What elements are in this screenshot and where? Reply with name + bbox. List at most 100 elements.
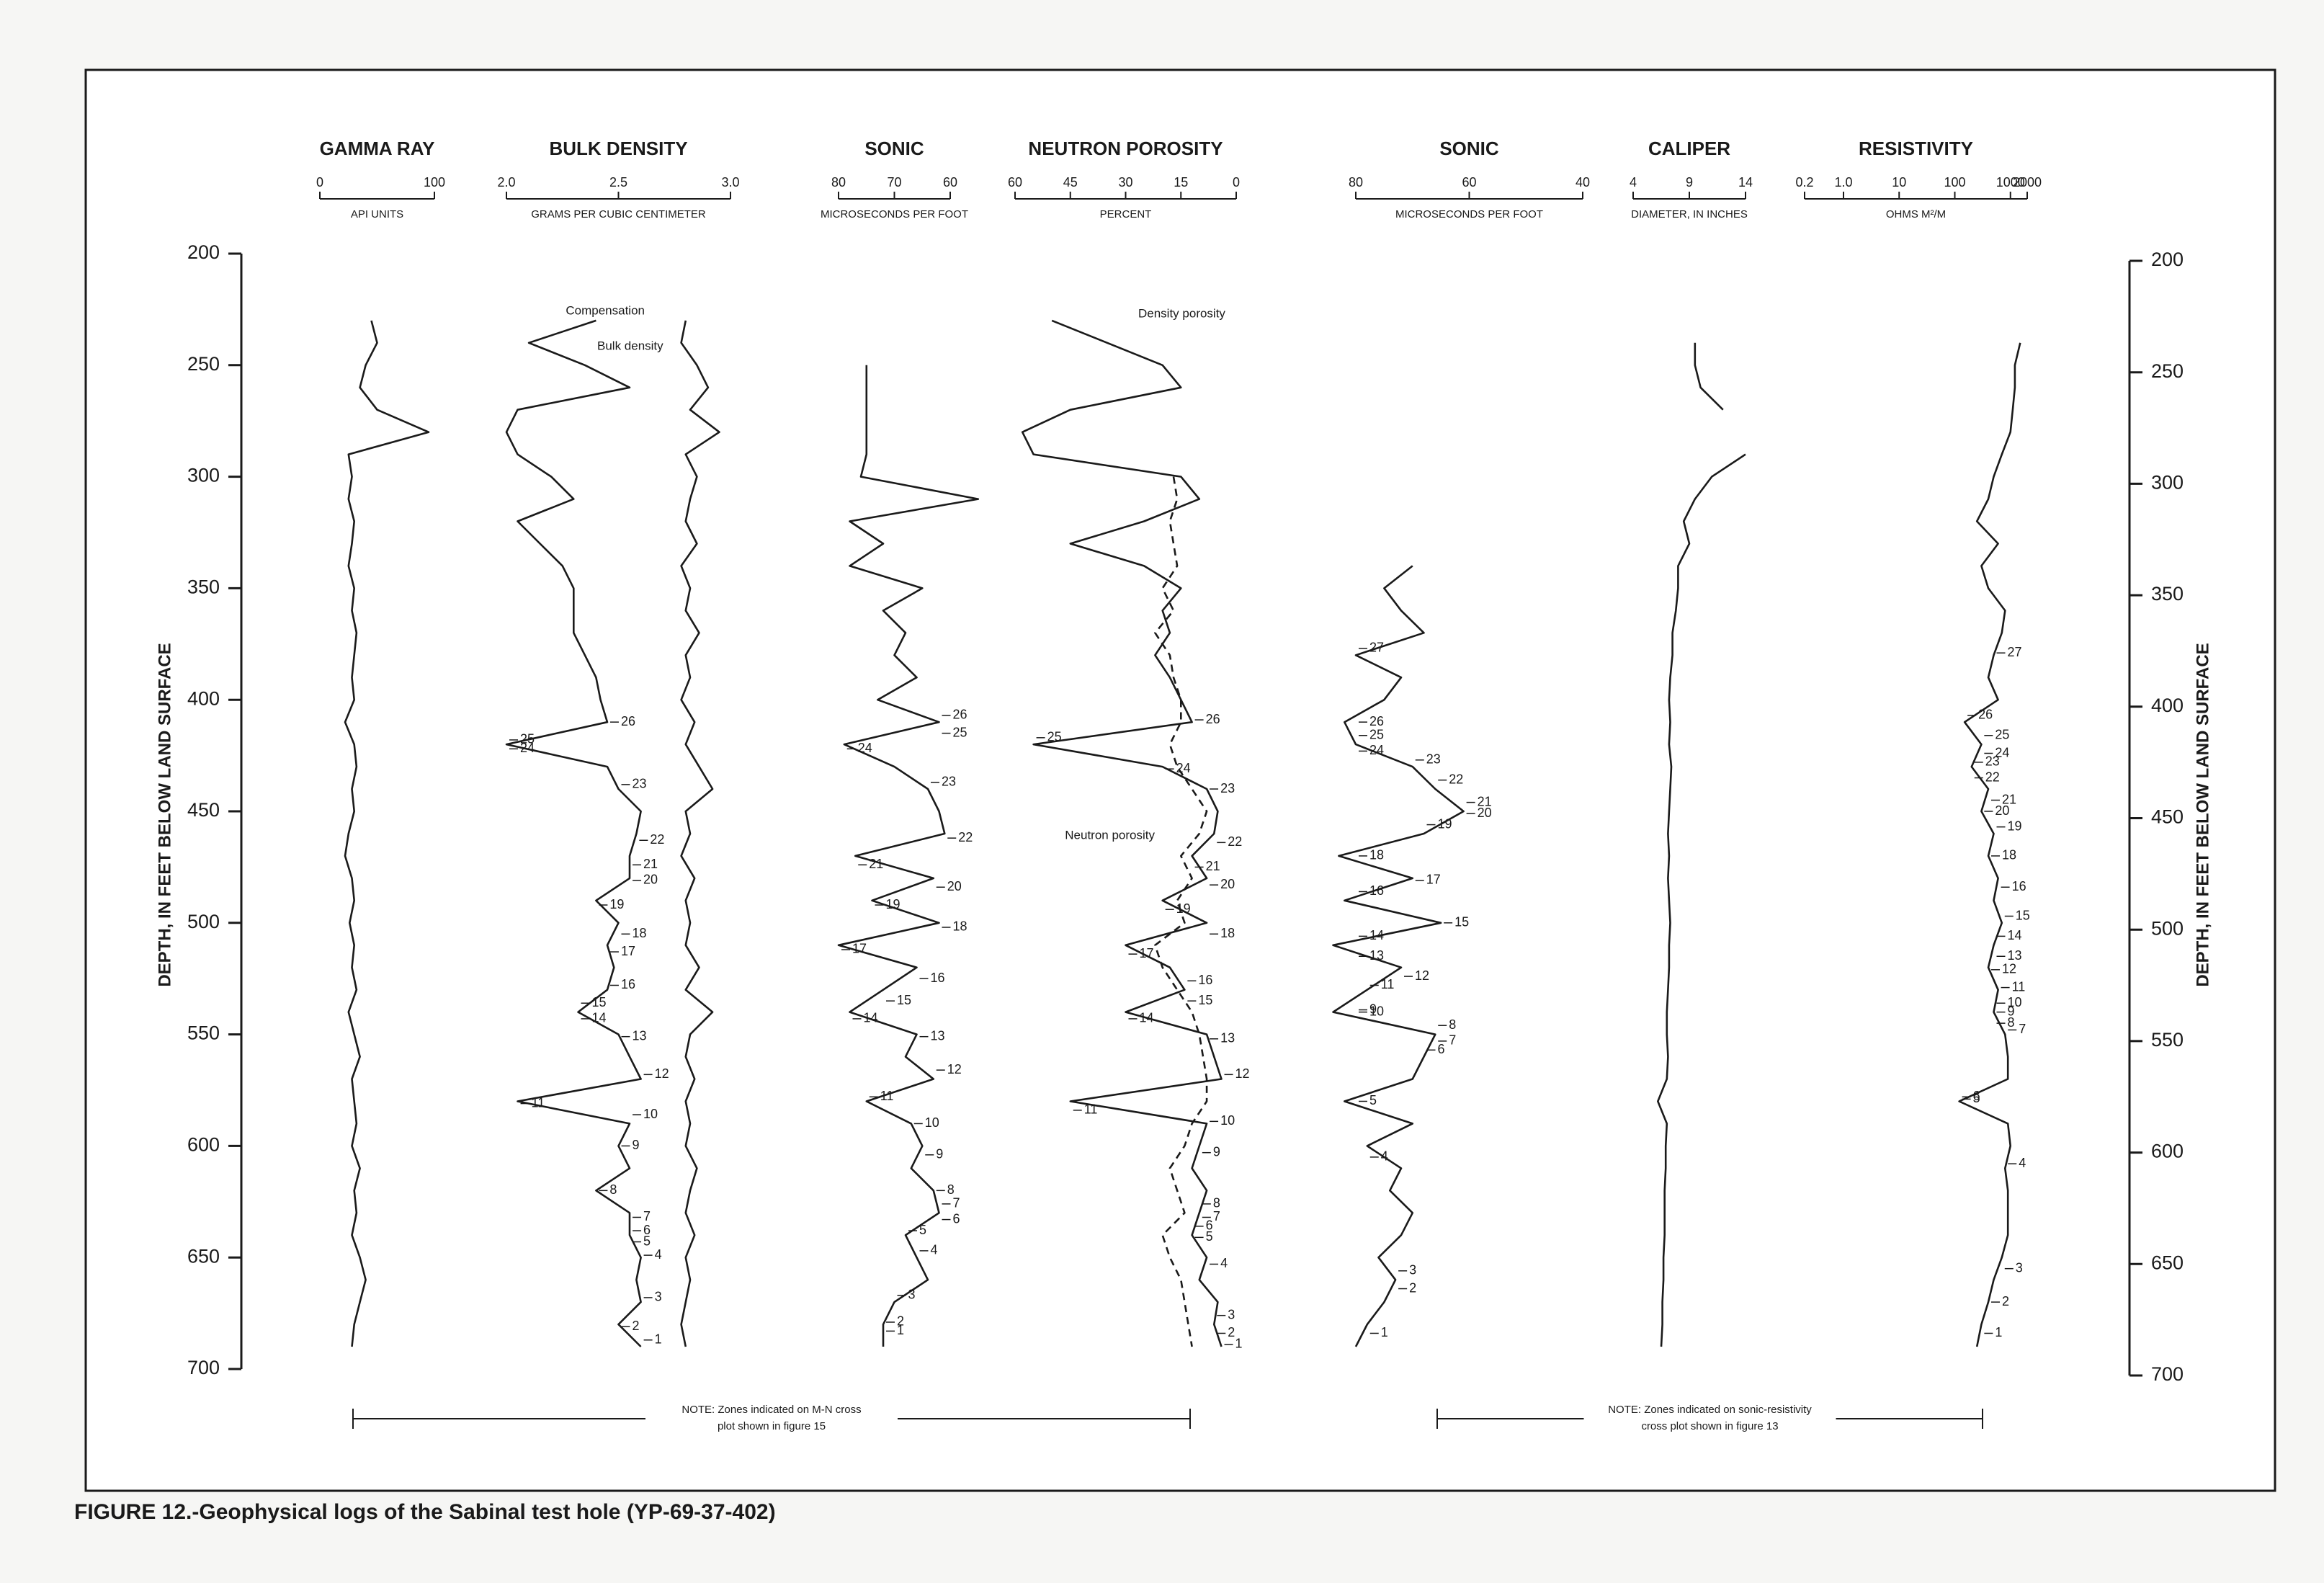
- scale-tick-label: 1.0: [1834, 175, 1852, 189]
- zone-label: 15: [2016, 908, 2030, 922]
- zone-label: 13: [931, 1028, 945, 1043]
- zone-label: 13: [633, 1028, 647, 1043]
- log-curve: [1958, 342, 2021, 1347]
- track-title: RESISTIVITY: [1859, 138, 1973, 159]
- zone-label: 1: [655, 1332, 662, 1347]
- zone-label: 15: [1454, 915, 1469, 929]
- zone-label: 7: [2019, 1022, 2026, 1036]
- depth-tick-label: 300: [187, 465, 220, 486]
- zone-label: 24: [520, 741, 535, 755]
- zone-label: 24: [1369, 743, 1384, 757]
- scale-tick-label: 80: [1349, 175, 1363, 189]
- note-backing: [1583, 1413, 1836, 1424]
- zone-label: 7: [953, 1196, 960, 1210]
- depth-tick-label: 650: [2151, 1252, 2184, 1273]
- depth-tick-label: 600: [2151, 1141, 2184, 1162]
- zone-label: 5: [1369, 1093, 1377, 1107]
- scale-tick-label: 30: [1118, 175, 1132, 189]
- caption: FIGURE 12.-Geophysical logs of the Sabin…: [74, 1500, 776, 1524]
- zone-label: 11: [1084, 1102, 1098, 1117]
- zone-label: 12: [655, 1066, 669, 1081]
- zone-label: 6: [643, 1223, 651, 1237]
- scale-tick-label: 3.0: [721, 175, 739, 189]
- zone-label: 5: [1973, 1091, 1980, 1105]
- zone-label: 10: [643, 1107, 658, 1121]
- zone-label: 12: [947, 1062, 962, 1076]
- curve-annotation: Bulk density: [597, 339, 663, 352]
- zone-label: 9: [1213, 1144, 1220, 1159]
- note-text: NOTE: Zones indicated on M-N cross: [681, 1404, 861, 1416]
- zone-label: 16: [1369, 883, 1384, 898]
- depth-tick-label: 700: [187, 1357, 220, 1378]
- zone-label: 1: [1235, 1337, 1243, 1351]
- zone-label: 3: [1228, 1307, 1235, 1321]
- zone-label: 19: [886, 897, 900, 911]
- log-curve: [1154, 476, 1208, 1347]
- scale-tick-label: 2.0: [497, 175, 515, 189]
- log-curve: [1021, 319, 1223, 1347]
- zone-label: 8: [947, 1182, 955, 1197]
- depth-tick-label: 200: [2151, 249, 2184, 270]
- zone-label: 17: [852, 942, 867, 956]
- zone-label: 18: [633, 926, 647, 940]
- zone-label: 3: [2016, 1260, 2023, 1275]
- zone-label: 25: [520, 732, 535, 746]
- scale-tick-label: 9: [1686, 175, 1693, 189]
- scale-tick-label: 14: [1738, 175, 1753, 189]
- zone-label: 17: [621, 944, 635, 958]
- zone-label: 10: [2007, 995, 2021, 1009]
- zone-label: 2: [897, 1314, 904, 1329]
- zone-label: 10: [925, 1115, 939, 1130]
- note-backing: [645, 1413, 898, 1424]
- track-title: BULK DENSITY: [549, 138, 687, 159]
- scale-unit: MICROSECONDS PER FOOT: [1395, 208, 1543, 220]
- zone-label: 22: [1985, 770, 2000, 784]
- depth-axis-title: DEPTH, IN FEET BELOW LAND SURFACE: [2193, 643, 2212, 986]
- note-text: cross plot shown in figure 13: [1641, 1420, 1778, 1432]
- zone-label: 1: [897, 1323, 904, 1337]
- scale-unit: MICROSECONDS PER FOOT: [821, 208, 968, 220]
- depth-tick-label: 350: [187, 576, 220, 598]
- zone-label: 18: [1369, 848, 1384, 862]
- depth-tick-label: 400: [187, 687, 220, 709]
- depth-tick-label: 500: [2151, 917, 2184, 939]
- scale-unit: GRAMS PER CUBIC CENTIMETER: [531, 208, 706, 220]
- zone-label: 3: [908, 1288, 916, 1302]
- note-text: plot shown in figure 15: [718, 1420, 826, 1432]
- depth-tick-label: 300: [2151, 472, 2184, 494]
- zone-label: 26: [621, 714, 635, 728]
- curve-annotation: Density porosity: [1138, 306, 1225, 320]
- depth-tick-label: 250: [2151, 360, 2184, 382]
- zone-label: 18: [2002, 848, 2016, 862]
- zone-label: 8: [2007, 1015, 2014, 1030]
- depth-tick-label: 450: [2151, 806, 2184, 828]
- zone-label: 3: [655, 1290, 662, 1304]
- zone-label: 15: [897, 993, 911, 1007]
- zone-label: 7: [1213, 1209, 1220, 1223]
- log-curve: [837, 365, 980, 1347]
- depth-tick-label: 600: [187, 1134, 220, 1156]
- zone-label: 20: [947, 879, 962, 893]
- zone-label: 4: [1220, 1256, 1228, 1270]
- scale-tick-label: 80: [831, 175, 846, 189]
- zone-label: 21: [643, 857, 658, 871]
- scale-tick-label: 0: [316, 175, 323, 189]
- track-title: GAMMA RAY: [320, 138, 435, 159]
- zone-label: 2: [1409, 1280, 1416, 1295]
- zone-label: 7: [643, 1209, 651, 1223]
- zone-label: 2: [633, 1319, 640, 1333]
- depth-tick-label: 700: [2151, 1363, 2184, 1385]
- frame: [84, 68, 2276, 1492]
- zone-label: 20: [643, 873, 658, 887]
- zone-label: 23: [942, 775, 956, 789]
- scale-tick-label: 0.2: [1795, 175, 1813, 189]
- zone-label: 24: [1176, 761, 1191, 775]
- track-title: CALIPER: [1648, 138, 1730, 159]
- depth-tick-label: 450: [187, 799, 220, 821]
- depth-tick-label: 550: [2151, 1029, 2184, 1051]
- zone-label: 4: [2019, 1156, 2026, 1170]
- zone-label: 24: [858, 741, 872, 755]
- zone-label: 8: [1449, 1017, 1456, 1032]
- depth-tick-label: 200: [187, 241, 220, 263]
